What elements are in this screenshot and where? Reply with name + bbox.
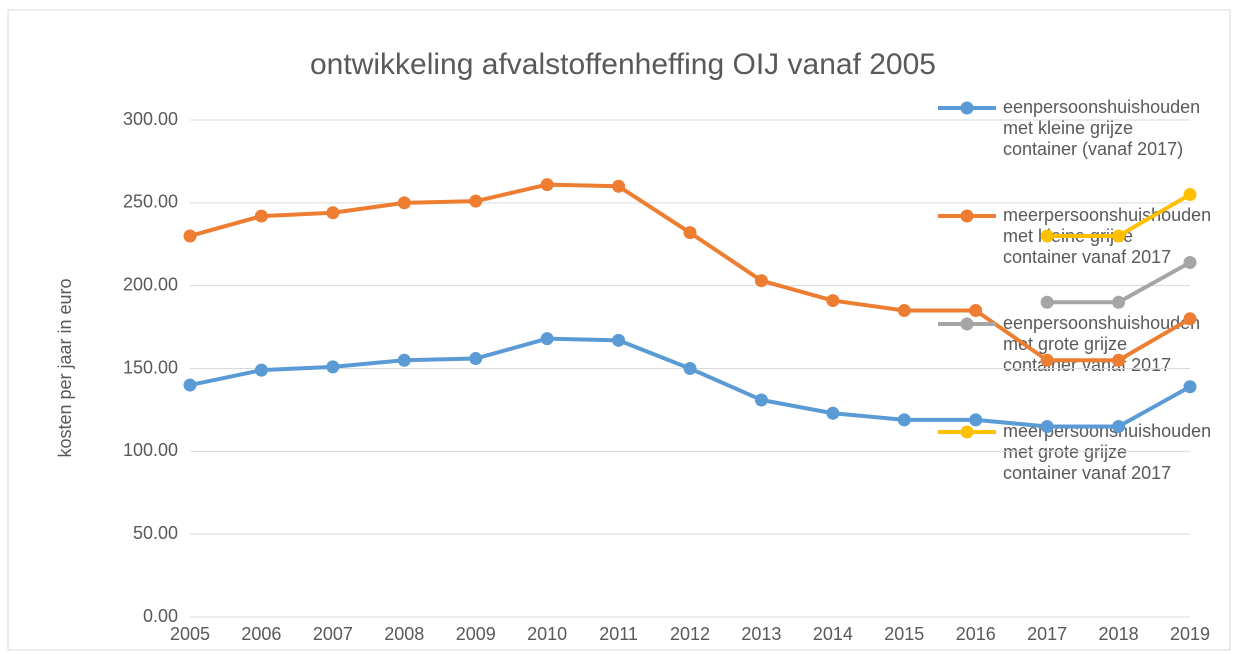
data-point (612, 179, 626, 193)
series-line (189, 336, 1191, 429)
chart-title: ontwikkeling afvalstoffenheffing OIJ van… (310, 48, 936, 81)
data-point (826, 406, 840, 420)
data-point (254, 209, 268, 223)
chart-border (7, 9, 1231, 651)
data-point (683, 226, 697, 240)
legend-marker (960, 425, 974, 439)
x-tick-label: 2010 (527, 624, 567, 644)
y-tick-label: 0.00 (143, 606, 178, 626)
x-tick-label: 2014 (813, 624, 853, 644)
x-tick-label: 2008 (384, 624, 424, 644)
data-point (254, 363, 268, 377)
data-point (969, 413, 983, 427)
data-point (1112, 419, 1126, 433)
x-tick-label: 2006 (241, 624, 281, 644)
y-axis-label: kosten per jaar in euro (55, 278, 75, 457)
series-line (189, 182, 1192, 363)
x-tick-label: 2005 (170, 624, 210, 644)
data-point (326, 360, 340, 374)
data-point (1112, 353, 1126, 367)
data-point (397, 353, 411, 367)
x-tick-label: 2007 (313, 624, 353, 644)
data-point (897, 304, 911, 318)
data-point (683, 362, 697, 375)
x-tick-label: 2015 (884, 624, 924, 644)
x-tick-label: 2016 (956, 624, 996, 644)
y-tick-label: 50.00 (133, 523, 178, 543)
data-point (1040, 229, 1054, 243)
legend-marker (960, 317, 974, 331)
data-point (1112, 295, 1126, 309)
x-tick-label: 2011 (599, 624, 638, 644)
data-point (826, 294, 840, 308)
data-point (1112, 229, 1126, 243)
y-tick-label: 300.00 (123, 109, 178, 129)
data-point (397, 196, 411, 210)
data-point (754, 274, 768, 288)
data-point (969, 304, 983, 318)
data-point (1040, 353, 1054, 367)
legend-label: meerpersoonshuishouden met kleine grijze… (1003, 205, 1212, 267)
data-point (1183, 255, 1197, 269)
data-point (1183, 380, 1197, 394)
x-tick-label: 2012 (670, 624, 710, 644)
x-tick-label: 2018 (1099, 624, 1139, 644)
data-point (540, 332, 554, 346)
data-point (1183, 312, 1197, 326)
legend-marker (960, 101, 974, 115)
data-point (469, 352, 483, 366)
data-point (1183, 188, 1197, 202)
data-point (1040, 295, 1054, 309)
x-tick-label: 2019 (1170, 624, 1210, 644)
data-point (897, 413, 911, 427)
legend-label: eenpersoonshuishouden met kleine grijze … (1003, 97, 1201, 159)
y-tick-label: 150.00 (123, 357, 178, 377)
data-point (469, 194, 483, 208)
y-tick-label: 100.00 (123, 440, 178, 460)
data-point (1040, 419, 1054, 433)
data-point (183, 378, 197, 392)
data-point (326, 206, 340, 220)
x-tick-label: 2017 (1027, 624, 1067, 644)
y-tick-label: 250.00 (123, 192, 178, 212)
data-point (183, 229, 197, 243)
y-tick-label: 200.00 (123, 274, 178, 294)
x-tick-label: 2013 (741, 624, 781, 644)
data-point (540, 178, 554, 192)
data-point (754, 393, 768, 407)
data-point (612, 333, 626, 347)
legend-marker (960, 209, 974, 223)
x-tick-label: 2009 (456, 624, 496, 644)
